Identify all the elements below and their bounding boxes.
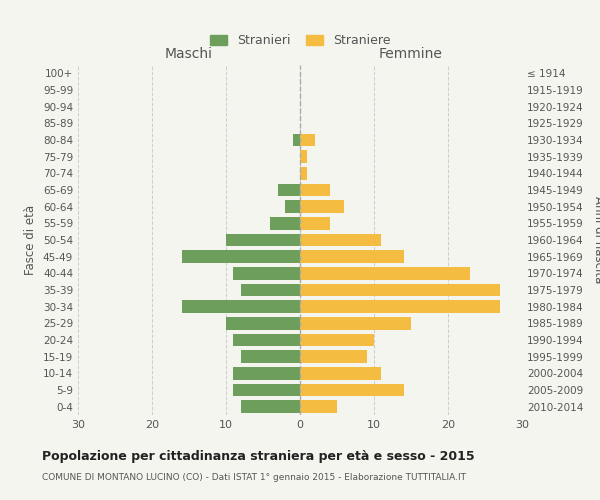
- Bar: [241, 350, 300, 363]
- Bar: [300, 184, 329, 196]
- Text: Femmine: Femmine: [379, 48, 443, 62]
- Bar: [300, 267, 470, 280]
- Bar: [300, 350, 367, 363]
- Bar: [300, 334, 374, 346]
- Text: Popolazione per cittadinanza straniera per età e sesso - 2015: Popolazione per cittadinanza straniera p…: [42, 450, 475, 463]
- Bar: [300, 217, 329, 230]
- Text: Maschi: Maschi: [165, 48, 213, 62]
- Bar: [226, 317, 300, 330]
- Bar: [233, 267, 300, 280]
- Bar: [300, 167, 307, 179]
- Legend: Stranieri, Straniere: Stranieri, Straniere: [205, 29, 395, 52]
- Bar: [271, 217, 300, 230]
- Bar: [182, 300, 300, 313]
- Bar: [300, 200, 344, 213]
- Bar: [300, 234, 382, 246]
- Y-axis label: Anni di nascita: Anni di nascita: [592, 196, 600, 284]
- Y-axis label: Fasce di età: Fasce di età: [25, 205, 37, 275]
- Bar: [300, 284, 500, 296]
- Bar: [300, 384, 404, 396]
- Bar: [300, 317, 411, 330]
- Bar: [182, 250, 300, 263]
- Bar: [300, 150, 307, 163]
- Bar: [300, 300, 500, 313]
- Bar: [293, 134, 300, 146]
- Bar: [285, 200, 300, 213]
- Bar: [300, 134, 315, 146]
- Bar: [300, 400, 337, 413]
- Text: COMUNE DI MONTANO LUCINO (CO) - Dati ISTAT 1° gennaio 2015 - Elaborazione TUTTIT: COMUNE DI MONTANO LUCINO (CO) - Dati IST…: [42, 472, 466, 482]
- Bar: [233, 367, 300, 380]
- Bar: [233, 334, 300, 346]
- Bar: [241, 284, 300, 296]
- Bar: [233, 384, 300, 396]
- Bar: [300, 367, 382, 380]
- Bar: [300, 250, 404, 263]
- Bar: [278, 184, 300, 196]
- Bar: [226, 234, 300, 246]
- Bar: [241, 400, 300, 413]
